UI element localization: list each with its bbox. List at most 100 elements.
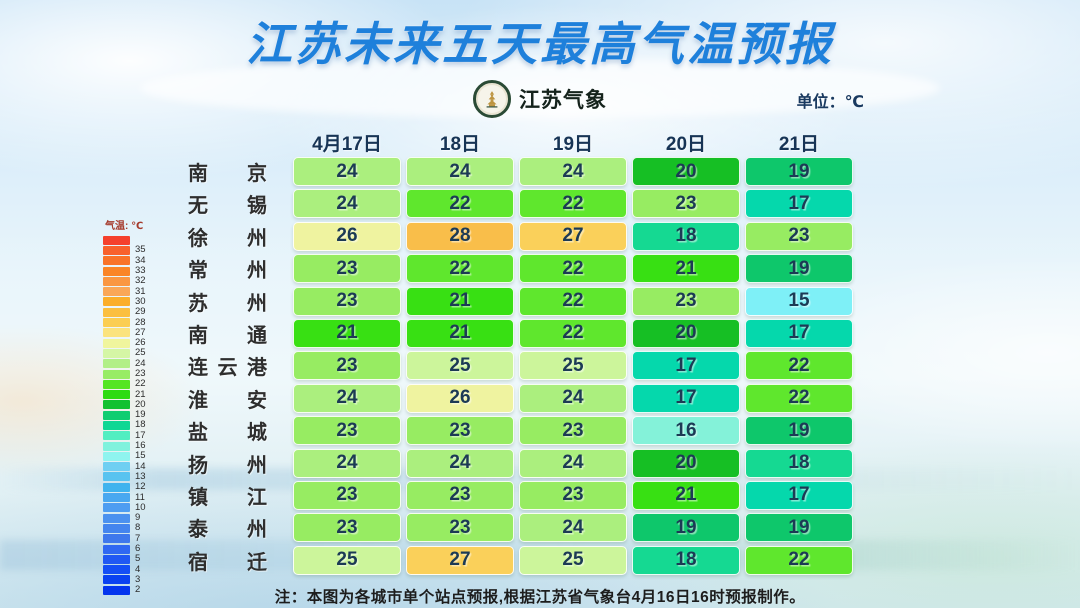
legend-swatch (103, 585, 130, 595)
legend-label: 6 (135, 543, 141, 555)
legend-label: 21 (135, 388, 146, 400)
legend-entry: 18 (103, 420, 173, 430)
legend-swatch (103, 390, 130, 400)
legend-label: 25 (135, 347, 146, 359)
temp-cell: 19 (745, 416, 853, 446)
temp-cell: 24 (519, 157, 627, 186)
brand-name: 江苏气象 (519, 89, 607, 112)
city-label: 常州 (188, 260, 267, 283)
legend-label: 33 (135, 265, 146, 277)
legend-swatch (103, 400, 130, 410)
legend-entry: 11 (103, 491, 173, 503)
legend-swatch (103, 482, 130, 492)
temp-cell: 24 (293, 383, 401, 413)
temp-cell: 27 (519, 221, 627, 251)
legend-label: 3 (135, 573, 141, 585)
temp-cell: 22 (406, 254, 514, 284)
legend-swatch (103, 472, 130, 482)
legend-swatch (103, 410, 130, 420)
legend-swatch (103, 565, 130, 575)
legend-swatch (103, 431, 130, 441)
legend-entry: 20 (103, 399, 173, 410)
legend-swatch (103, 256, 130, 266)
temp-cell: 26 (406, 383, 514, 413)
legend-entry: 24 (103, 358, 173, 369)
date-header: 20日 (665, 133, 707, 155)
legend-swatch (103, 328, 130, 338)
legend-entry: 31 (103, 286, 173, 297)
city-label: 南京 (188, 163, 267, 185)
legend-entry: 10 (103, 502, 173, 513)
temp-cell: 24 (406, 157, 514, 186)
legend-entry: 15 (103, 451, 173, 461)
temp-cell: 24 (519, 383, 627, 413)
legend-entry: 7 (103, 532, 173, 544)
legend-swatch (103, 359, 130, 369)
temp-cell: 17 (745, 480, 853, 510)
unit-label: 单位：℃ (796, 94, 864, 111)
legend-entry: 27 (103, 327, 173, 338)
temp-cell: 23 (519, 480, 627, 510)
city-label: 盐城 (188, 422, 267, 445)
legend-label: 5 (135, 553, 141, 565)
temp-cell: 22 (519, 254, 627, 284)
temp-cell: 24 (406, 448, 514, 478)
temp-cell: 22 (519, 189, 627, 219)
temp-cell: 24 (519, 513, 627, 543)
legend-label: 14 (135, 460, 146, 472)
legend-entry: 26 (103, 338, 173, 348)
legend-label: 35 (135, 244, 146, 256)
temp-cell: 18 (632, 221, 740, 251)
footnote: 注：本图为各城市单个站点预报,根据江苏省气象台4月16日16时预报制作。 (274, 589, 806, 606)
temp-cell: 21 (632, 480, 740, 510)
temp-cell: 24 (293, 448, 401, 478)
legend-entry: 32 (103, 276, 173, 286)
temp-cell: 23 (745, 221, 853, 251)
temp-cell: 16 (632, 416, 740, 446)
temp-cell: 21 (406, 286, 514, 316)
legend-label: 22 (135, 378, 146, 390)
temp-cell: 20 (632, 318, 740, 348)
legend-label: 16 (135, 440, 146, 452)
legend-label: 7 (135, 532, 141, 544)
legend-swatch (103, 297, 130, 307)
city-label: 无锡 (188, 195, 267, 218)
legend-entry: 12 (103, 482, 173, 492)
date-header: 21日 (778, 133, 820, 155)
legend-entry: 23 (103, 369, 173, 379)
legend-entry: 5 (103, 554, 173, 564)
date-header: 18日 (439, 133, 481, 155)
city-label: 泰州 (188, 519, 267, 542)
date-header: 4月17日 (312, 133, 382, 155)
temp-cell: 17 (632, 351, 740, 381)
legend-entry: 35 (103, 245, 173, 255)
temperature-table: 南京 24 24 24 20 19 无锡 24 22 22 23 17 徐州 26 28 27 18 23 常州 23… (182, 157, 853, 575)
temp-cell: 22 (745, 351, 853, 381)
legend-label: 19 (135, 409, 146, 421)
city-label: 连云港 (188, 357, 267, 380)
temp-cell: 23 (293, 513, 401, 543)
legend-entry: 3 (103, 573, 173, 585)
legend-label: 17 (135, 429, 146, 441)
legend-entry: 6 (103, 544, 173, 554)
temp-cell: 23 (293, 254, 401, 284)
legend-swatch (103, 462, 130, 472)
legend-label: 13 (135, 470, 146, 482)
legend-swatch (103, 523, 130, 533)
legend-label: 26 (135, 337, 146, 349)
legend-entry (103, 235, 173, 245)
city-label: 徐州 (188, 227, 267, 250)
legend-swatch (103, 493, 130, 503)
legend-swatch (103, 369, 130, 379)
temp-cell: 17 (632, 383, 740, 413)
temp-cell: 24 (293, 157, 401, 186)
temp-cell: 22 (406, 189, 514, 219)
city-label: 苏州 (188, 292, 267, 315)
legend-label: 11 (135, 491, 145, 503)
legend-swatch (103, 379, 130, 389)
legend-entry: 21 (103, 388, 173, 400)
temp-cell: 22 (745, 545, 853, 575)
legend-title: 气温: ℃ (105, 221, 144, 232)
header-corner-spacer (182, 129, 288, 155)
legend-entry: 17 (103, 429, 173, 441)
